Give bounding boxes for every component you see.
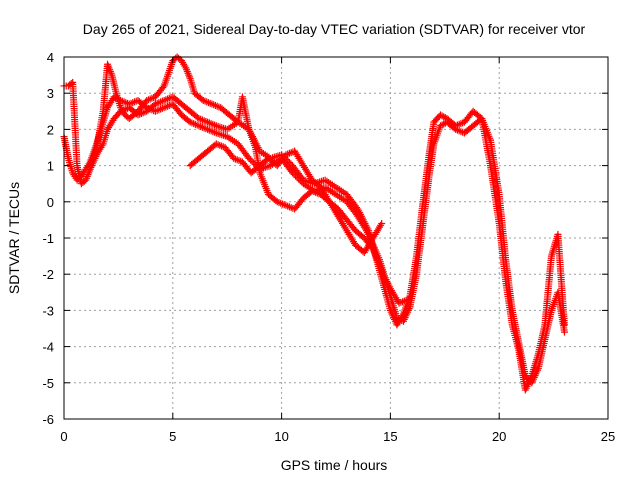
y-tick-label: 2 [47,122,54,137]
data-point-marker [288,169,296,177]
y-tick-label: 1 [47,159,54,174]
data-point-marker [250,159,258,167]
data-point-marker [218,124,226,132]
y-tick-label: 3 [47,86,54,101]
x-tick-label: 10 [274,429,288,444]
data-point-marker [67,80,75,88]
data-point-marker [319,177,327,185]
data-points [60,53,568,394]
data-point-marker [284,157,292,165]
data-point-marker [560,328,568,336]
chart-title: Day 265 of 2021, Sidereal Day-to-day VTE… [83,21,586,37]
data-point-marker [248,157,256,165]
axis-ticks: 0 5 10 15 20 25 -6 -5 -4 -3 -2 -1 0 1 2 3 4 [42,50,615,444]
data-point-marker [247,156,255,164]
data-point-marker [560,321,568,329]
y-tick-label: -2 [42,267,54,282]
y-tick-label: 0 [47,195,54,210]
x-axis-label: GPS time / hours [281,457,388,473]
x-tick-label: 15 [383,429,397,444]
data-point-marker [159,84,167,92]
x-tick-label: 25 [601,429,615,444]
x-tick-label: 0 [60,429,67,444]
y-tick-label: -1 [42,231,54,246]
data-point-marker [245,154,253,162]
data-point-marker [378,220,386,228]
y-tick-label: -3 [42,303,54,318]
x-tick-label: 5 [169,429,176,444]
y-tick-label: 4 [47,50,54,65]
y-tick-label: -6 [42,412,54,427]
data-point-marker [440,120,448,128]
data-point-marker [285,158,293,166]
grid-lines [64,57,608,419]
data-point-marker [404,296,412,304]
y-tick-label: -5 [42,376,54,391]
y-axis-label: SDTVAR / TECUs [6,182,22,294]
x-tick-label: 20 [492,429,506,444]
y-tick-label: -4 [42,340,54,355]
data-point-marker [218,131,226,139]
data-point-marker [221,125,229,133]
